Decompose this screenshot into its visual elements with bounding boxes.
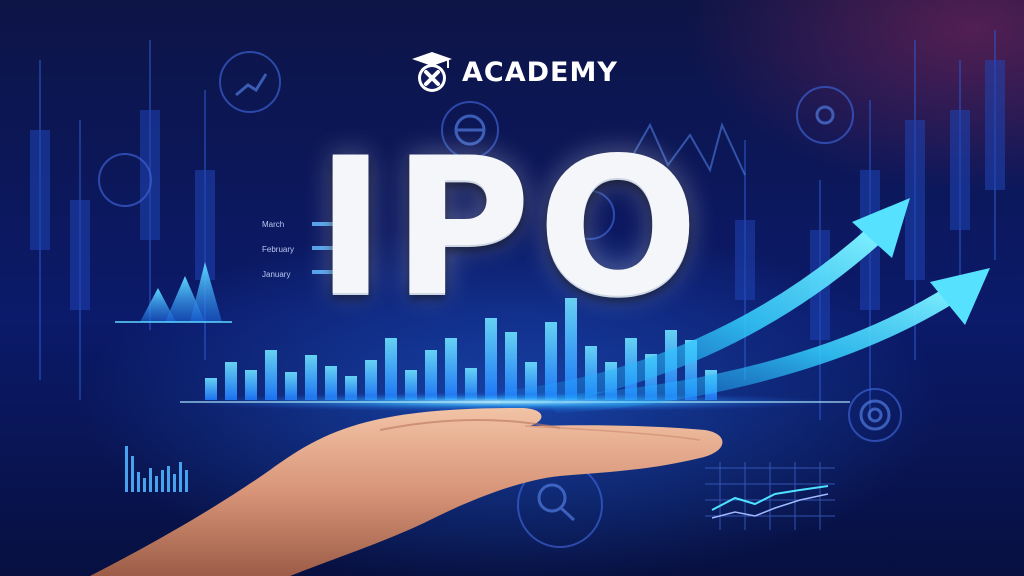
brand-name: ACADEMY (462, 56, 618, 88)
gear-circle-icon (796, 86, 854, 144)
dollar-circle-icon (565, 190, 615, 240)
target-circle-icon (848, 388, 902, 442)
bar-chart-circle-icon (219, 51, 281, 113)
academy-brand: ACADEMY (410, 48, 618, 96)
month-label: February (262, 245, 295, 254)
graduation-cap-x-logo-icon (412, 52, 452, 92)
month-rule (312, 270, 366, 274)
month-label: March (262, 220, 285, 229)
ipo-headline: IPO (315, 117, 705, 338)
touch-circle-icon (98, 153, 152, 207)
month-label: January (262, 270, 291, 279)
month-labels: March February January (262, 220, 294, 295)
month-rule (312, 246, 366, 250)
globe-circle-icon (441, 101, 499, 159)
month-rule (312, 222, 366, 226)
